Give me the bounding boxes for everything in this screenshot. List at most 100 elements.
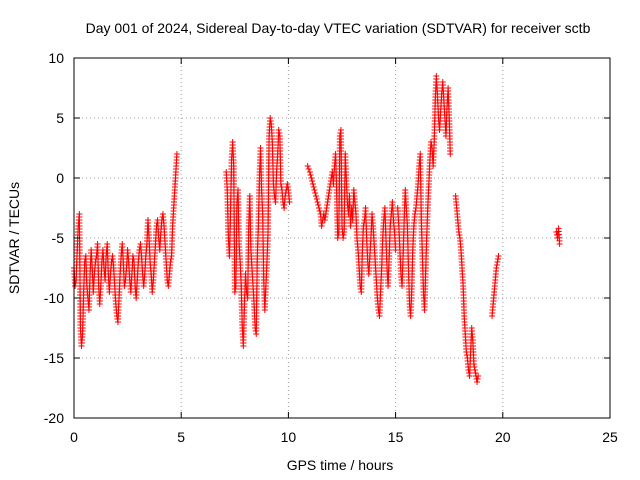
data-point bbox=[412, 208, 419, 214]
data-point bbox=[494, 259, 501, 265]
data-point bbox=[150, 280, 157, 286]
data-point bbox=[111, 280, 118, 286]
data-point bbox=[404, 220, 411, 226]
data-point bbox=[343, 172, 350, 178]
y-tick-label: 5 bbox=[56, 110, 64, 126]
data-point bbox=[315, 202, 322, 208]
data-point bbox=[471, 367, 478, 373]
data-point bbox=[431, 142, 438, 148]
data-point bbox=[351, 196, 358, 202]
data-point bbox=[284, 184, 291, 190]
data-point bbox=[79, 334, 86, 340]
data-point bbox=[474, 379, 481, 385]
data-point bbox=[316, 205, 323, 211]
data-point bbox=[145, 232, 152, 238]
y-tick-labels: -20 -15 -10 -5 0 5 10 bbox=[44, 50, 64, 426]
data-point bbox=[276, 130, 283, 136]
data-point bbox=[277, 178, 284, 184]
x-axis-label: GPS time / hours bbox=[287, 457, 394, 473]
data-point bbox=[403, 202, 410, 208]
data-point bbox=[173, 154, 180, 160]
y-tick-label: -5 bbox=[52, 230, 65, 246]
data-point bbox=[313, 196, 320, 202]
data-point bbox=[492, 280, 499, 286]
data-point bbox=[259, 208, 266, 214]
data-point bbox=[264, 232, 271, 238]
data-point bbox=[459, 280, 466, 286]
data-point bbox=[409, 250, 416, 256]
data-point bbox=[447, 148, 454, 154]
data-point bbox=[386, 256, 393, 262]
data-point bbox=[493, 268, 500, 274]
data-point bbox=[353, 232, 360, 238]
data-point bbox=[312, 190, 319, 196]
data-point bbox=[366, 256, 373, 262]
data-point bbox=[446, 112, 453, 118]
data-point bbox=[316, 208, 323, 214]
data-point bbox=[306, 169, 313, 175]
y-tick-label: -10 bbox=[44, 290, 64, 306]
data-point bbox=[472, 370, 479, 376]
data-point bbox=[254, 256, 261, 262]
data-point bbox=[170, 208, 177, 214]
data-point bbox=[352, 208, 359, 214]
data-point bbox=[311, 187, 318, 193]
data-point bbox=[455, 226, 462, 232]
data-point bbox=[115, 298, 122, 304]
data-point bbox=[304, 163, 311, 169]
data-point bbox=[399, 256, 406, 262]
data-point bbox=[309, 178, 316, 184]
data-point bbox=[469, 334, 476, 340]
data-point bbox=[310, 184, 317, 190]
data-point bbox=[457, 244, 464, 250]
data-point bbox=[284, 181, 291, 187]
data-point bbox=[130, 256, 137, 262]
x-tick-label: 0 bbox=[70, 429, 78, 445]
data-point bbox=[314, 199, 321, 205]
data-point bbox=[232, 286, 239, 292]
x-tick-label: 25 bbox=[602, 429, 618, 445]
x-tick-label: 20 bbox=[495, 429, 511, 445]
data-point bbox=[171, 190, 178, 196]
y-tick-label: 0 bbox=[56, 170, 64, 186]
data-point bbox=[278, 184, 285, 190]
data-point bbox=[169, 226, 176, 232]
data-point bbox=[458, 262, 465, 268]
data-point bbox=[267, 118, 274, 124]
data-point bbox=[372, 256, 379, 262]
data-point bbox=[248, 262, 255, 268]
data-point bbox=[262, 286, 269, 292]
data-point bbox=[395, 220, 402, 226]
data-point bbox=[423, 238, 430, 244]
data-point bbox=[97, 286, 104, 292]
x-tick-labels: 0 5 10 15 20 25 bbox=[70, 429, 618, 445]
data-point bbox=[425, 184, 432, 190]
data-point bbox=[410, 226, 417, 232]
data-point bbox=[378, 268, 385, 274]
data-point bbox=[359, 250, 366, 256]
y-tick-label: 10 bbox=[48, 50, 64, 66]
tick-marks bbox=[73, 57, 611, 419]
data-point bbox=[424, 208, 431, 214]
data-point bbox=[495, 253, 502, 259]
data-point bbox=[390, 214, 397, 220]
data-point bbox=[241, 304, 248, 310]
data-point bbox=[160, 220, 167, 226]
data-point bbox=[312, 193, 319, 199]
data-point bbox=[163, 256, 170, 262]
data-point bbox=[110, 262, 117, 268]
data-point bbox=[373, 274, 380, 280]
data-point bbox=[309, 181, 316, 187]
data-point bbox=[490, 292, 497, 298]
x-tick-label: 15 bbox=[388, 429, 404, 445]
data-point bbox=[340, 232, 347, 238]
data-point bbox=[461, 310, 468, 316]
data-point bbox=[167, 262, 174, 268]
data-point bbox=[418, 214, 425, 220]
data-point bbox=[247, 244, 254, 250]
data-point bbox=[308, 175, 315, 181]
data-point bbox=[161, 238, 168, 244]
data-point bbox=[236, 238, 243, 244]
data-point bbox=[462, 328, 469, 334]
